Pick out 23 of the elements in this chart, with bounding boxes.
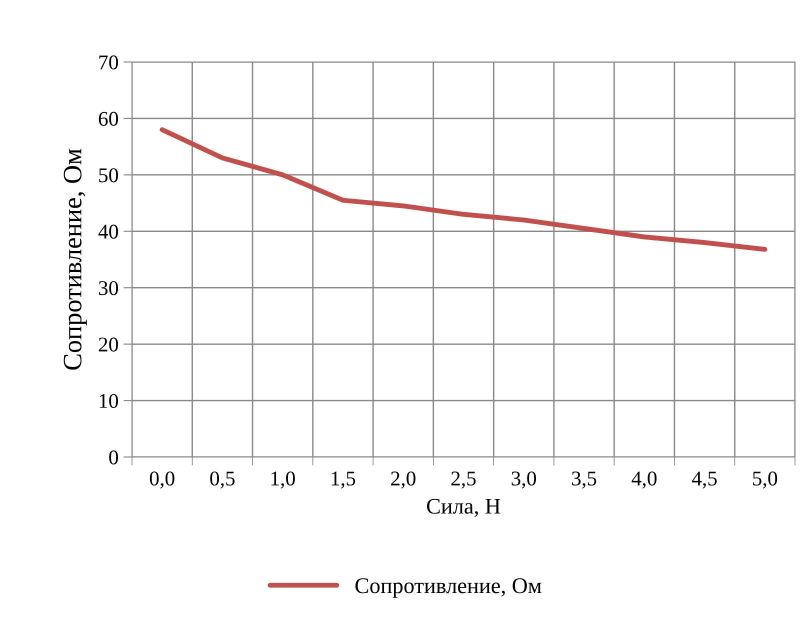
line-series bbox=[160, 127, 768, 252]
y-axis-title: Сопротивление, Ом bbox=[64, 148, 87, 370]
legend-label: Сопротивление, Ом bbox=[355, 578, 542, 598]
y-tick-label: 70 bbox=[99, 55, 118, 70]
y-tick-label: 40 bbox=[98, 224, 118, 239]
x-tick-label: 2,0 bbox=[391, 471, 416, 489]
y-tick-label: 0 bbox=[109, 450, 118, 464]
x-tick-label: 0,5 bbox=[210, 471, 235, 489]
x-tick-label: 5,0 bbox=[753, 471, 778, 489]
x-tick-label: 1,0 bbox=[271, 471, 295, 489]
x-tick-label: 4,5 bbox=[692, 472, 717, 489]
x-tick-label: 3,0 bbox=[512, 471, 536, 489]
y-tick-label: 30 bbox=[98, 281, 118, 296]
y-tick-label: 60 bbox=[98, 112, 118, 126]
y-tick-label: 50 bbox=[99, 168, 118, 182]
x-axis-title: Сила, Н bbox=[427, 498, 500, 517]
x-tick-label: 0,0 bbox=[150, 471, 174, 489]
x-tick-label: 3,5 bbox=[572, 472, 596, 489]
x-tick-label: 2,5 bbox=[451, 472, 476, 489]
y-tick-label: 20 bbox=[98, 338, 118, 352]
x-tick-label: 1,5 bbox=[332, 472, 356, 489]
x-tick-label: 4,0 bbox=[632, 471, 657, 489]
y-tick-label: 10 bbox=[100, 394, 118, 408]
